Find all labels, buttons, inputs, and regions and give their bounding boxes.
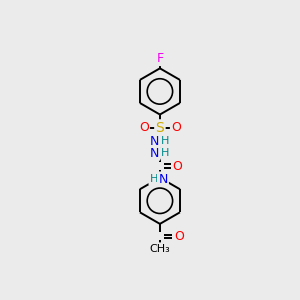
Text: O: O	[174, 230, 184, 243]
Text: O: O	[173, 160, 183, 172]
Text: N: N	[150, 146, 159, 160]
Text: H: H	[161, 148, 170, 158]
Text: N: N	[150, 135, 159, 148]
Text: H: H	[161, 136, 170, 146]
Text: N: N	[158, 173, 168, 186]
Text: S: S	[155, 121, 164, 135]
Text: O: O	[139, 121, 149, 134]
Text: F: F	[156, 52, 164, 65]
Text: O: O	[171, 121, 181, 134]
Text: H: H	[150, 174, 158, 184]
Text: CH₃: CH₃	[149, 244, 170, 254]
